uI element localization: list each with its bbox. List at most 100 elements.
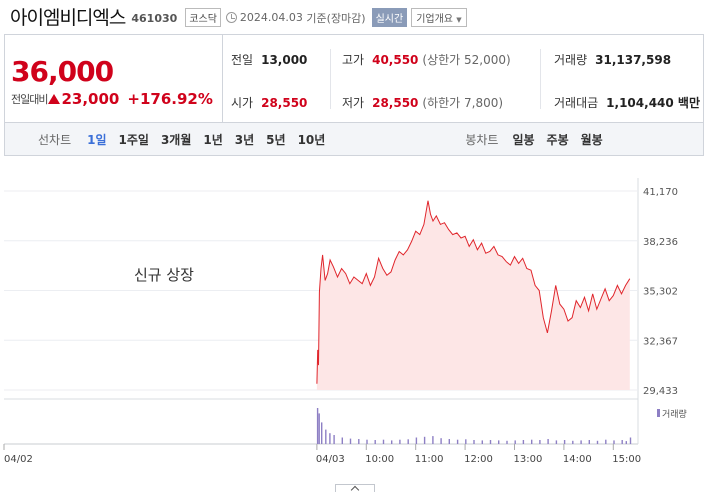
volume-bar	[506, 440, 508, 444]
price-area-fill	[316, 200, 630, 390]
volume-bar	[366, 439, 368, 444]
change-label: 전일대비	[11, 93, 48, 106]
volume-bar	[481, 440, 483, 444]
chart-scroll-up-handle[interactable]	[335, 484, 375, 492]
tab-daily[interactable]: 일봉	[512, 132, 535, 147]
volume-bar	[432, 436, 434, 444]
stat-value: 40,550	[372, 52, 419, 67]
y-tick-label: 29,433	[643, 386, 678, 397]
stat-high: 고가 40,550 (상한가 52,000)	[342, 51, 511, 68]
volume-bar	[407, 439, 409, 444]
stat-label: 시가	[231, 96, 254, 110]
price-change-row: 전일대비 23,000 +176.92%	[11, 90, 213, 108]
stat-label: 거래량	[554, 53, 588, 67]
stat-label: 저가	[342, 96, 365, 110]
x-tick-label: 04/02	[4, 454, 33, 465]
volume-bar	[522, 440, 525, 444]
volume-bar	[329, 433, 331, 444]
price-chart[interactable]: 신규 상장 거래량 41,170 38,236 35,302 32,367 29,433…	[0, 160, 708, 492]
price-chart-svg: 신규 상장 거래량 41,170 38,236 35,302 32,367 29,433…	[3, 178, 687, 465]
quote-basis: 기준(장마감)	[306, 11, 366, 25]
volume-bar	[539, 440, 541, 444]
stat-prev-close: 전일 13,000	[231, 51, 307, 68]
stock-code: 461030	[131, 11, 178, 25]
tab-1y[interactable]: 1년	[203, 132, 223, 147]
volume-bar	[358, 439, 360, 444]
volume-bar	[613, 440, 615, 444]
volume-bar	[391, 440, 393, 444]
stat-value: 13,000	[261, 52, 308, 67]
volume-legend: 거래량	[662, 408, 687, 420]
tab-1d[interactable]: 1일	[87, 132, 107, 147]
stat-value: 28,550	[372, 95, 419, 110]
volume-bar	[563, 440, 566, 444]
x-tick-label: 12:00	[464, 454, 493, 465]
volume-bar	[514, 440, 516, 444]
volume-bar	[325, 429, 327, 444]
volume-bar	[588, 440, 590, 444]
tab-3m[interactable]: 3개월	[160, 132, 192, 147]
volume-bar	[625, 441, 627, 444]
volume-bar	[399, 439, 401, 444]
x-tick-label: 14:00	[563, 454, 592, 465]
tab-1w[interactable]: 1주일	[118, 132, 149, 147]
volume-bar	[415, 437, 418, 444]
market-badge: 코스닥	[185, 8, 221, 27]
volume-bar	[382, 439, 385, 444]
stat-open: 시가 28,550	[231, 94, 307, 111]
volume-bar	[456, 439, 459, 444]
stat-turnover: 거래대금 1,104,440 백만	[554, 94, 700, 111]
volume-bar	[621, 440, 623, 444]
current-price-box: 36,000 전일대비 23,000 +176.92%	[5, 35, 223, 123]
tab-monthly[interactable]: 월봉	[580, 132, 603, 147]
volume-bar	[465, 439, 467, 444]
volume-bar	[341, 437, 343, 444]
volume-bar	[531, 439, 533, 444]
current-price: 36,000	[11, 55, 114, 88]
chevron-down-icon: ▼	[456, 16, 462, 24]
stat-label: 전일	[231, 53, 254, 67]
volume-bar	[318, 413, 320, 444]
x-tick-label: 10:00	[365, 454, 394, 465]
tab-3y[interactable]: 3년	[234, 132, 255, 147]
chart-tabs: 선차트 1일 1주일 3개월 1년 3년 5년 10년 봉차트 일봉 주봉 월봉	[4, 122, 704, 156]
volume-bar	[349, 438, 352, 444]
company-overview-button[interactable]: 기업개요 ▼	[411, 8, 467, 27]
stat-sub: (상한가 52,000)	[422, 53, 511, 67]
quote-date: 2024.04.03	[239, 11, 303, 24]
volume-bar	[498, 440, 500, 444]
tab-weekly[interactable]: 주봉	[546, 132, 569, 147]
stat-sub: (하한가 7,800)	[422, 96, 504, 110]
volume-bar	[580, 440, 582, 444]
volume-bar	[448, 439, 450, 444]
volume-bar	[596, 440, 599, 444]
divider	[330, 49, 331, 109]
change-value: 23,000	[61, 90, 120, 108]
volume-bar	[555, 440, 558, 444]
tab-5y[interactable]: 5년	[266, 132, 286, 147]
stat-value: 1,104,440 백만	[606, 96, 700, 110]
stat-low: 저가 28,550 (하한가 7,800)	[342, 94, 503, 111]
stat-value: 31,137,598	[595, 52, 672, 67]
x-tick-label: 11:00	[415, 454, 444, 465]
stat-label: 거래대금	[554, 96, 599, 110]
tab-10y[interactable]: 10년	[297, 132, 326, 147]
volume-bar	[629, 437, 632, 444]
line-chart-label: 선차트	[38, 132, 72, 147]
volume-bar	[489, 440, 492, 444]
y-tick-label: 32,367	[643, 336, 678, 347]
stock-header: 아이엠비디엑스 461030 코스닥 2024.04.03 기준(장마감) 실시…	[0, 0, 708, 32]
up-arrow-icon	[48, 94, 61, 104]
company-overview-label: 기업개요	[416, 14, 454, 25]
price-summary: 36,000 전일대비 23,000 +176.92% 전일 13,000 고가…	[4, 34, 704, 123]
stat-label: 고가	[342, 53, 365, 67]
volume-bar	[473, 440, 475, 444]
volume-bar	[423, 436, 426, 444]
volume-legend-swatch	[657, 409, 660, 417]
clock-icon	[225, 12, 237, 23]
realtime-button[interactable]: 실시간	[371, 8, 408, 27]
change-percent: +176.92%	[127, 90, 213, 108]
volume-bar	[321, 422, 323, 444]
stat-volume: 거래량 31,137,598	[554, 51, 671, 68]
divider	[540, 49, 541, 109]
